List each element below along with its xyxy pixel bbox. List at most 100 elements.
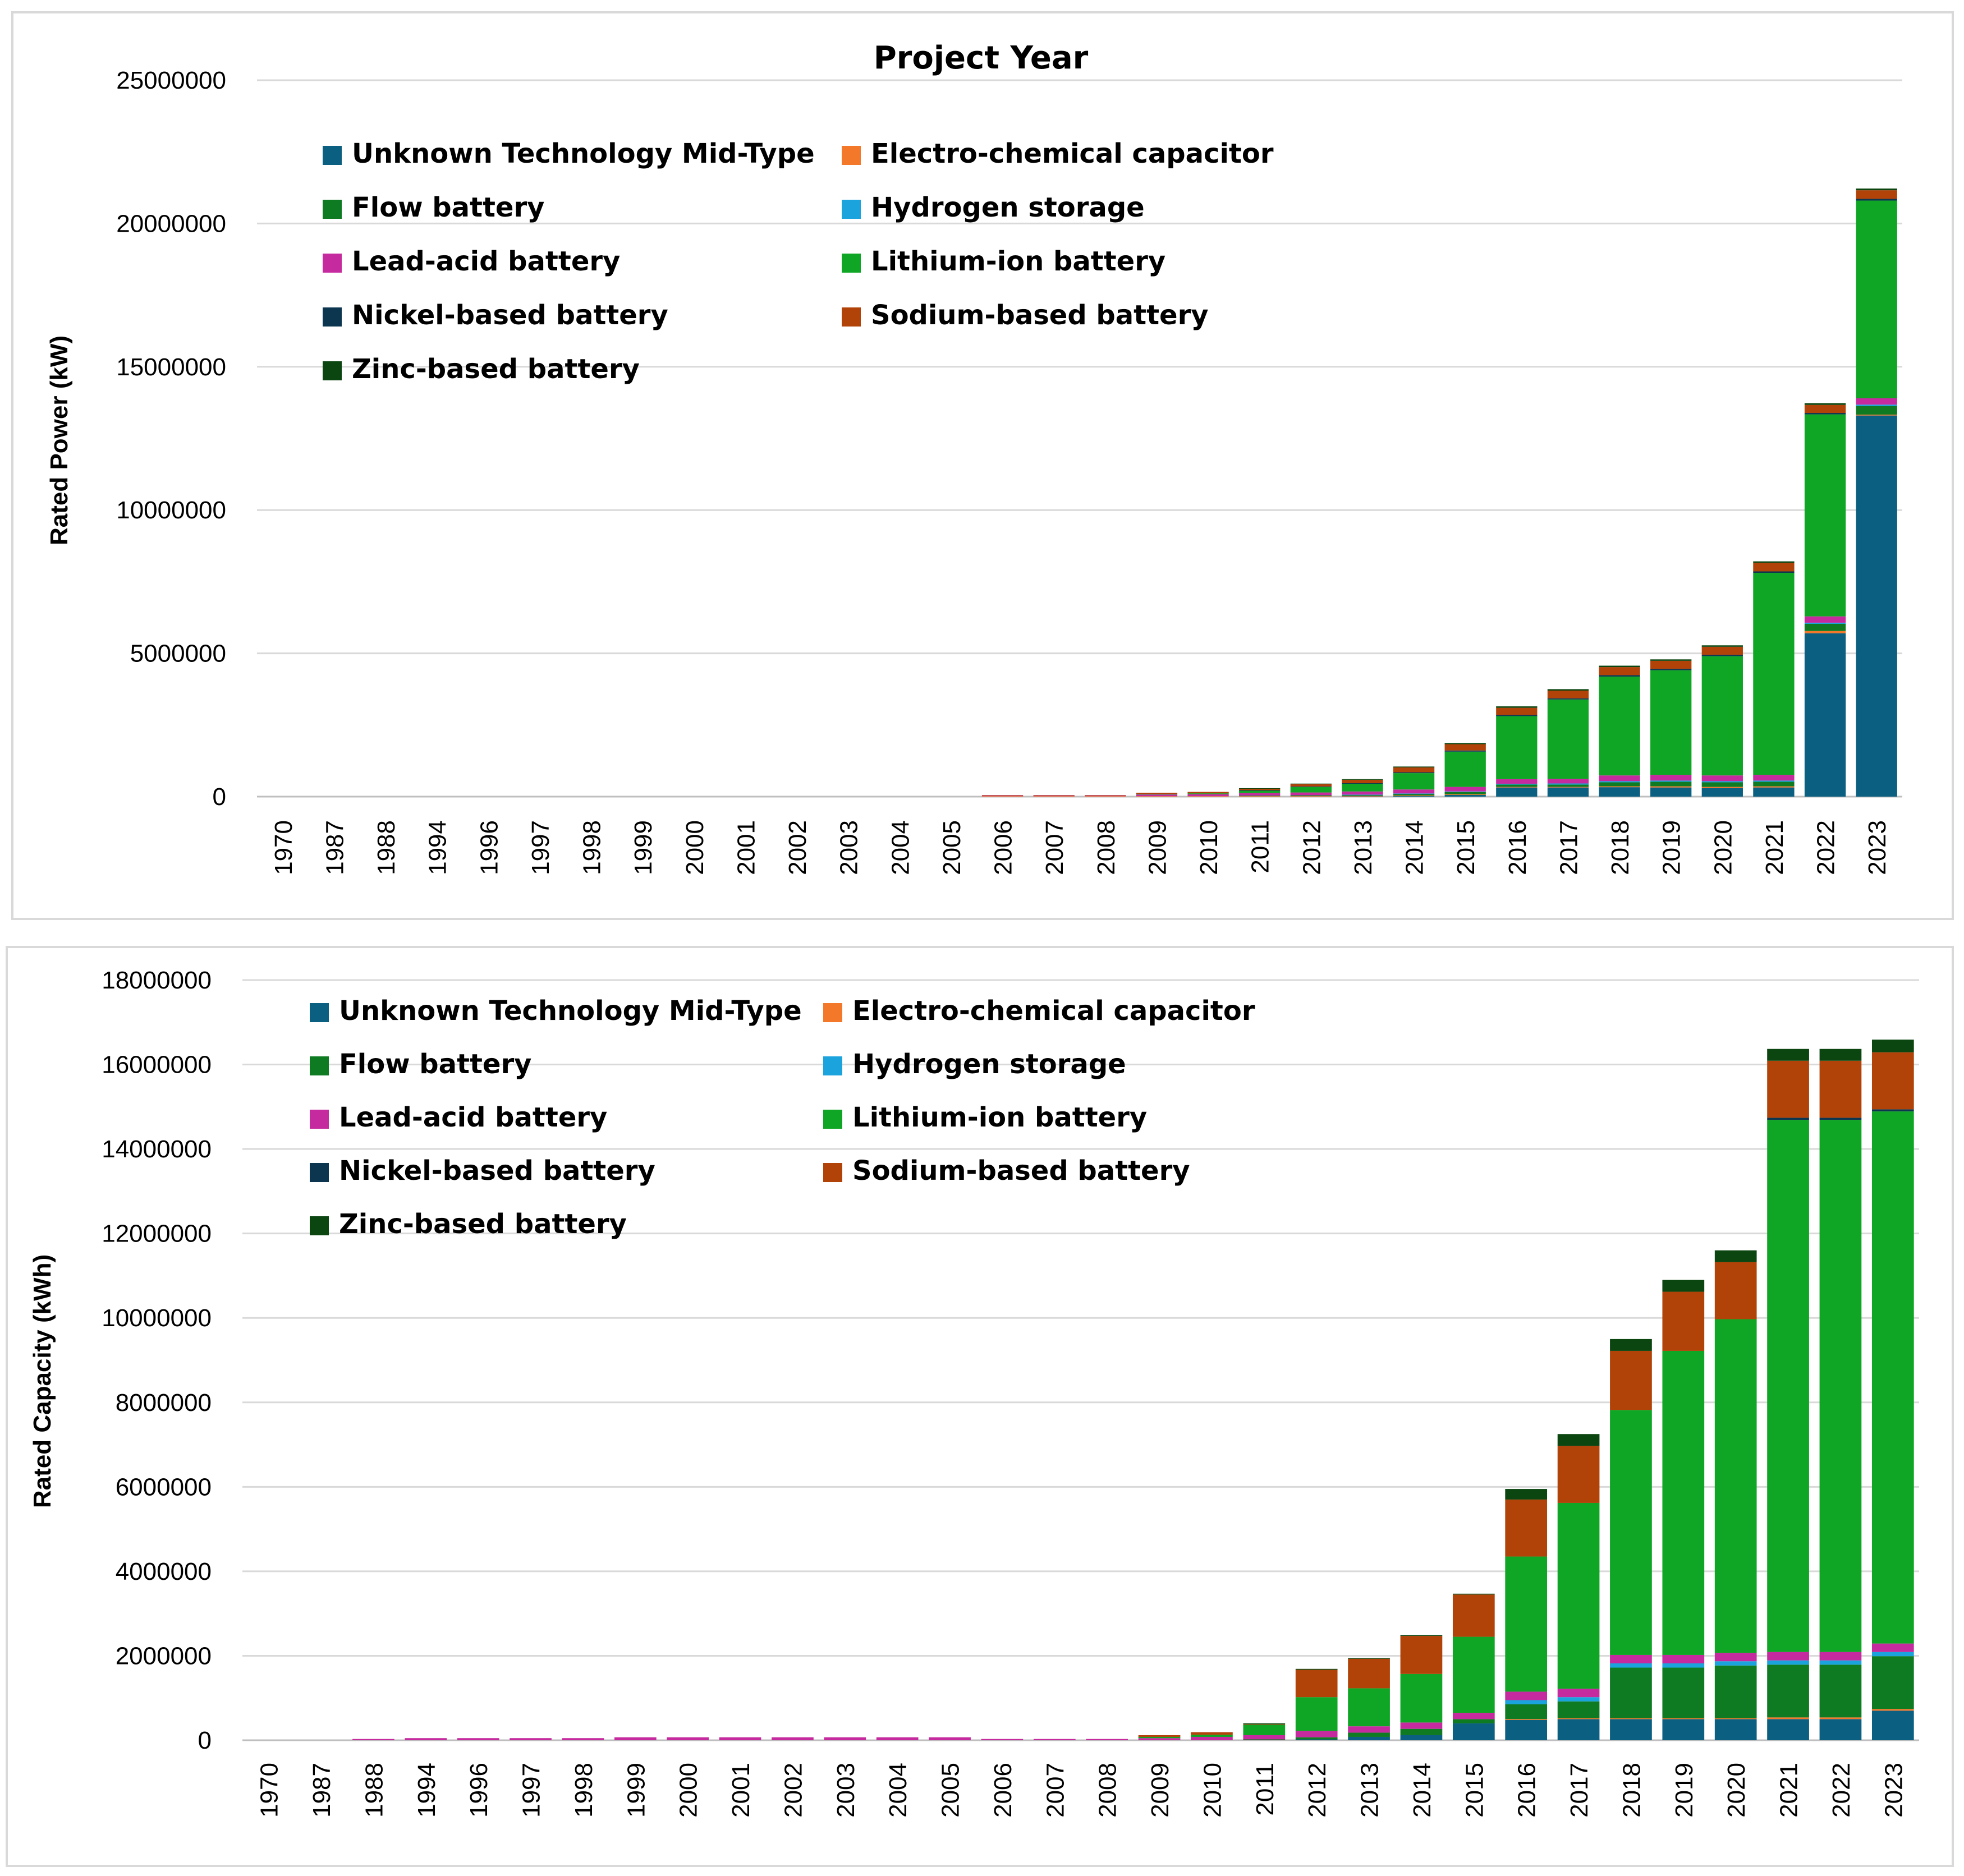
bar-segment-flow-battery <box>1701 782 1743 787</box>
bar-segment-electro-chemical-capacitor <box>1239 796 1281 797</box>
bar-segment-unknown-technology-mid-type <box>1753 787 1795 797</box>
bar-segment-nickel-based-battery <box>1599 675 1640 677</box>
bar-segment-lithium-ion-battery <box>1547 699 1589 779</box>
bar-segment-nickel-based-battery <box>1804 413 1846 415</box>
bar-segment-lead-acid-battery <box>1547 779 1589 784</box>
x-tick-label: 2014 <box>1401 820 1429 875</box>
bar-segment-flow-battery <box>1393 793 1435 796</box>
bar-segment-lithium-ion-battery <box>1701 656 1743 776</box>
bar-segment-electro-chemical-capacitor <box>1753 786 1795 788</box>
bar-segment-electro-chemical-capacitor <box>1856 415 1897 416</box>
bar-segment-sodium-based-battery <box>1239 788 1281 790</box>
bar-segment-hydrogen-storage <box>1804 622 1846 624</box>
x-tick-label: 1994 <box>424 820 452 875</box>
legend-label: Zinc-based battery <box>352 353 640 385</box>
bar-segment-lead-acid-battery <box>1650 775 1692 781</box>
bar-segment-flow-battery <box>1496 784 1538 787</box>
bar-segment-sodium-based-battery <box>1753 563 1795 572</box>
bar-segment-electro-chemical-capacitor <box>1804 631 1846 633</box>
bar-segment-hydrogen-storage <box>1599 781 1640 783</box>
x-tick-label: 1997 <box>527 820 554 875</box>
bar-segment-zinc-based-battery <box>1547 689 1589 691</box>
bar-segment-unknown-technology-mid-type <box>1701 788 1743 797</box>
bar-segment-unknown-technology-mid-type <box>1856 415 1897 797</box>
bar-segment-lithium-ion-battery <box>1753 573 1795 775</box>
bar-segment-flow-battery <box>1342 794 1383 796</box>
x-tick-label: 2000 <box>681 820 709 875</box>
x-tick-label: 2010 <box>1195 820 1223 875</box>
bar-segment-unknown-technology-mid-type <box>1496 787 1538 797</box>
bar-segment-sodium-based-battery <box>1136 793 1178 794</box>
bar-segment-hydrogen-storage <box>1393 793 1435 794</box>
bar-segment-lead-acid-battery <box>1393 789 1435 794</box>
bar-segment-sodium-based-battery <box>1290 784 1332 787</box>
bar-segment-electro-chemical-capacitor <box>1187 796 1229 797</box>
x-tick-label: 2016 <box>1504 820 1531 875</box>
bar-segment-zinc-based-battery <box>1650 659 1692 661</box>
bar-segment-nickel-based-battery <box>1393 772 1435 774</box>
legend-swatch <box>842 200 861 219</box>
x-tick-label: 2012 <box>1298 820 1325 875</box>
bar-segment-unknown-technology-mid-type <box>1599 787 1640 797</box>
bar-segment-zinc-based-battery <box>1804 403 1846 405</box>
x-tick-label: 2007 <box>1041 820 1068 875</box>
bar-segment-lithium-ion-battery <box>1804 414 1846 617</box>
bar-segment-electro-chemical-capacitor <box>1444 794 1486 795</box>
x-tick-label: 2006 <box>990 820 1017 875</box>
bar-segment-nickel-based-battery <box>1650 669 1692 670</box>
bar-segment-lead-acid-battery <box>1342 791 1383 795</box>
bar-segment-hydrogen-storage <box>1701 781 1743 783</box>
y-tick-label: 25000000 <box>116 67 226 94</box>
bar-segment-unknown-technology-mid-type <box>1444 794 1486 797</box>
x-tick-label: 1998 <box>579 820 606 875</box>
bar-segment-lead-acid-battery <box>1753 775 1795 781</box>
bar-segment-lithium-ion-battery <box>1444 751 1486 787</box>
y-tick-label: 20000000 <box>116 210 226 237</box>
bar-segment-electro-chemical-capacitor <box>1496 787 1538 788</box>
bar-segment-unknown-technology-mid-type <box>1804 633 1846 797</box>
legend-swatch <box>323 361 342 380</box>
x-tick-label: 2017 <box>1555 820 1582 875</box>
y-tick-label: 0 <box>213 783 226 811</box>
bar-segment-unknown-technology-mid-type <box>1650 787 1692 797</box>
legend-swatch <box>323 307 342 327</box>
legend-label: Lithium-ion battery <box>871 246 1165 277</box>
bar-segment-electro-chemical-capacitor <box>1650 786 1692 788</box>
bar-segment-sodium-based-battery <box>1187 792 1229 794</box>
y-tick-label: 10000000 <box>116 496 226 524</box>
x-tick-label: 2020 <box>1709 820 1737 875</box>
x-tick-label: 2002 <box>784 820 811 875</box>
bar-segment-hydrogen-storage <box>1342 794 1383 796</box>
bar-segment-lithium-ion-battery <box>1342 784 1383 792</box>
bar-segment-flow-battery <box>1547 784 1589 787</box>
bar-segment-sodium-based-battery <box>981 795 1024 796</box>
bar-segment-electro-chemical-capacitor <box>1599 786 1640 788</box>
bar-segment-zinc-based-battery <box>1856 188 1897 191</box>
bar-segment-nickel-based-battery <box>1701 655 1743 656</box>
bar-segment-hydrogen-storage <box>1856 404 1897 406</box>
bar-segment-zinc-based-battery <box>1496 706 1538 708</box>
legend-swatch <box>842 307 861 327</box>
x-tick-label: 1996 <box>475 820 503 875</box>
legend-label: Lead-acid battery <box>352 246 620 277</box>
y-tick-label: 5000000 <box>130 640 226 668</box>
bar-segment-lithium-ion-battery <box>1856 200 1897 398</box>
bar-segment-lead-acid-battery <box>1599 775 1640 781</box>
bar-segment-nickel-based-battery <box>1342 783 1383 784</box>
bar-segment-sodium-based-battery <box>1547 691 1589 698</box>
bar-segment-electro-chemical-capacitor <box>1342 796 1383 797</box>
legend-swatch <box>323 254 342 273</box>
bar-segment-sodium-based-battery <box>1342 779 1383 783</box>
bar-segment-electro-chemical-capacitor <box>1547 787 1589 788</box>
x-tick-label: 2013 <box>1350 820 1377 875</box>
bar-segment-lead-acid-battery <box>1496 779 1538 784</box>
bar-segment-zinc-based-battery <box>1393 766 1435 767</box>
bar-segment-sodium-based-battery <box>1444 744 1486 751</box>
bar-segment-sodium-based-battery <box>1033 795 1075 796</box>
bar-segment-lead-acid-battery <box>1239 793 1281 796</box>
bar-segment-unknown-technology-mid-type <box>1393 796 1435 797</box>
legend-swatch <box>842 254 861 273</box>
bar-segment-lithium-ion-battery <box>1290 787 1332 793</box>
legend-swatch <box>323 146 342 165</box>
bar-segment-zinc-based-battery <box>1444 743 1486 744</box>
